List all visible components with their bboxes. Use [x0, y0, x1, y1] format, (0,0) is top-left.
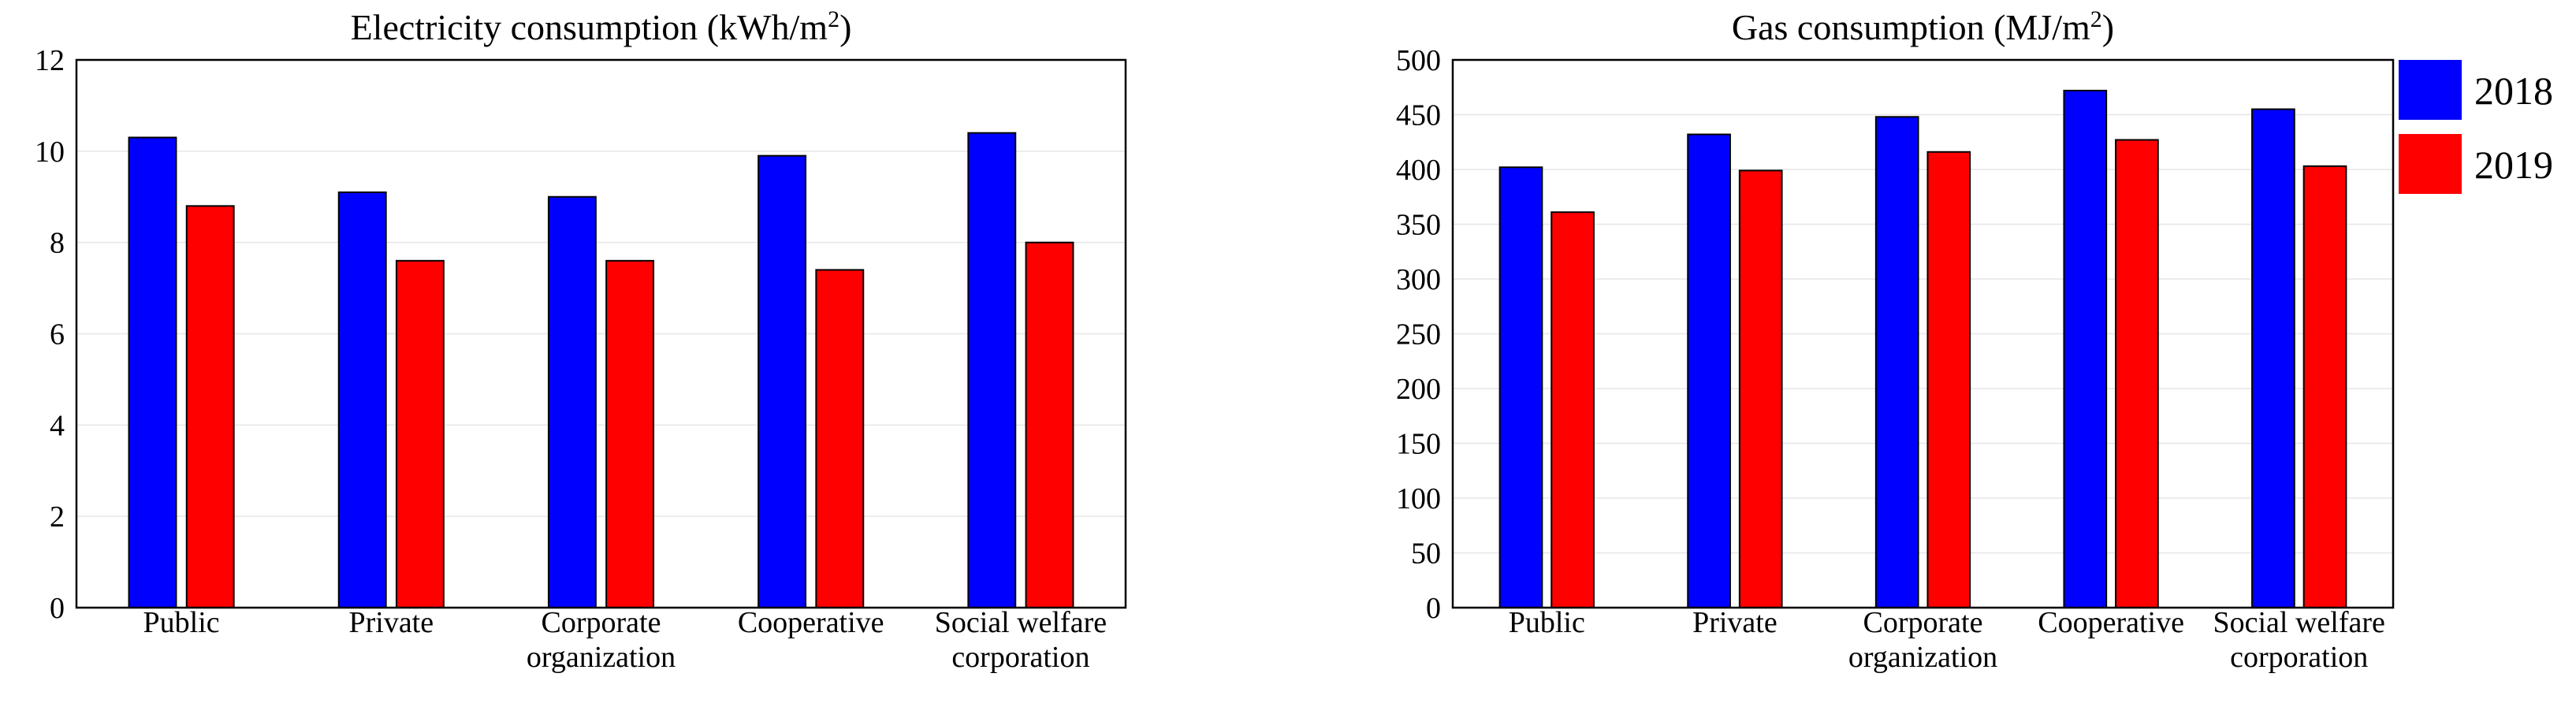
x-category-label: Social welfare corporation: [935, 606, 1107, 674]
y-tick-label: 500: [1396, 44, 1441, 77]
bar-2018-0: [128, 136, 177, 609]
y-tick-label: 450: [1396, 99, 1441, 132]
legend-label-2018: 2018: [2474, 69, 2553, 113]
bar-2019-4: [2302, 165, 2347, 608]
y-tick-label: 0: [50, 592, 65, 625]
bar-2019-3: [815, 269, 865, 608]
chart-title-main: Gas consumption (MJ/m: [1732, 7, 2090, 47]
chart-title-superscript: 2: [2090, 6, 2102, 32]
y-tick-label: 150: [1396, 428, 1441, 461]
x-category-label: Corporate organization: [527, 606, 676, 674]
bar-2019-1: [1738, 169, 1783, 608]
y-tick-label: 8: [50, 227, 65, 260]
y-tick-label: 300: [1396, 263, 1441, 296]
chart-1: Gas consumption (MJ/m2) 0 50 100 150 200 250 30…: [1396, 6, 2395, 674]
legend-swatch-2018: [2399, 60, 2462, 120]
x-category-label: Private: [1692, 606, 1778, 639]
y-tick-label: 0: [1426, 592, 1441, 625]
chart-title: Gas consumption (MJ/m2): [1732, 6, 2114, 47]
bar-2018-4: [2251, 108, 2295, 609]
y-tick-label: 400: [1396, 154, 1441, 187]
bar-2019-2: [605, 259, 655, 608]
bar-2019-2: [1926, 151, 1971, 608]
bar-2018-2: [547, 195, 597, 608]
legend: 2018 2019: [2399, 60, 2553, 194]
plot-frame: [75, 58, 1127, 609]
bar-2019-0: [185, 205, 235, 608]
bar-2019-3: [2115, 139, 2159, 609]
bar-2018-2: [1874, 116, 1919, 608]
bar-2019-1: [395, 259, 445, 608]
x-category-label: Corporate organization: [1848, 606, 1997, 674]
y-tick-label: 12: [35, 44, 65, 77]
legend-swatch-2019: [2399, 134, 2462, 194]
x-category-label: Private: [348, 606, 434, 639]
y-tick-label: 200: [1396, 373, 1441, 406]
bar-2018-3: [2063, 89, 2108, 609]
chart-0: Electricity consumption (kWh/m2)02468101…: [35, 6, 1127, 674]
y-tick-label: 6: [50, 318, 65, 352]
bar-2018-4: [967, 132, 1017, 608]
chart-title-close: ): [2102, 7, 2114, 47]
chart-title-main: Electricity consumption (kWh/m: [351, 7, 828, 47]
bar-2018-3: [758, 154, 807, 608]
x-category-label: Cooperative: [738, 606, 884, 639]
x-category-label: Public: [143, 606, 220, 639]
bar-2019-4: [1025, 241, 1074, 608]
plot-frame: [1451, 58, 2395, 609]
y-tick-label: 100: [1396, 482, 1441, 515]
x-category-label: Cooperative: [2038, 606, 2184, 639]
chart-title: Electricity consumption (kWh/m2): [351, 6, 852, 47]
x-category-label: Social welfare corporation: [2213, 606, 2385, 674]
chart-title-superscript: 2: [828, 6, 839, 32]
legend-label-2019: 2019: [2474, 143, 2553, 187]
bar-2018-0: [1498, 166, 1543, 609]
y-tick-label: 350: [1396, 209, 1441, 242]
x-category-label: Public: [1509, 606, 1585, 639]
bar-2018-1: [337, 191, 387, 609]
y-tick-label: 50: [1411, 538, 1441, 571]
chart-title-close: ): [839, 7, 851, 47]
bar-2018-1: [1687, 133, 1731, 608]
bar-2019-0: [1550, 211, 1595, 608]
y-tick-label: 250: [1396, 318, 1441, 352]
y-tick-label: 2: [50, 500, 65, 534]
y-tick-label: 4: [50, 409, 65, 442]
y-tick-label: 10: [35, 136, 65, 169]
